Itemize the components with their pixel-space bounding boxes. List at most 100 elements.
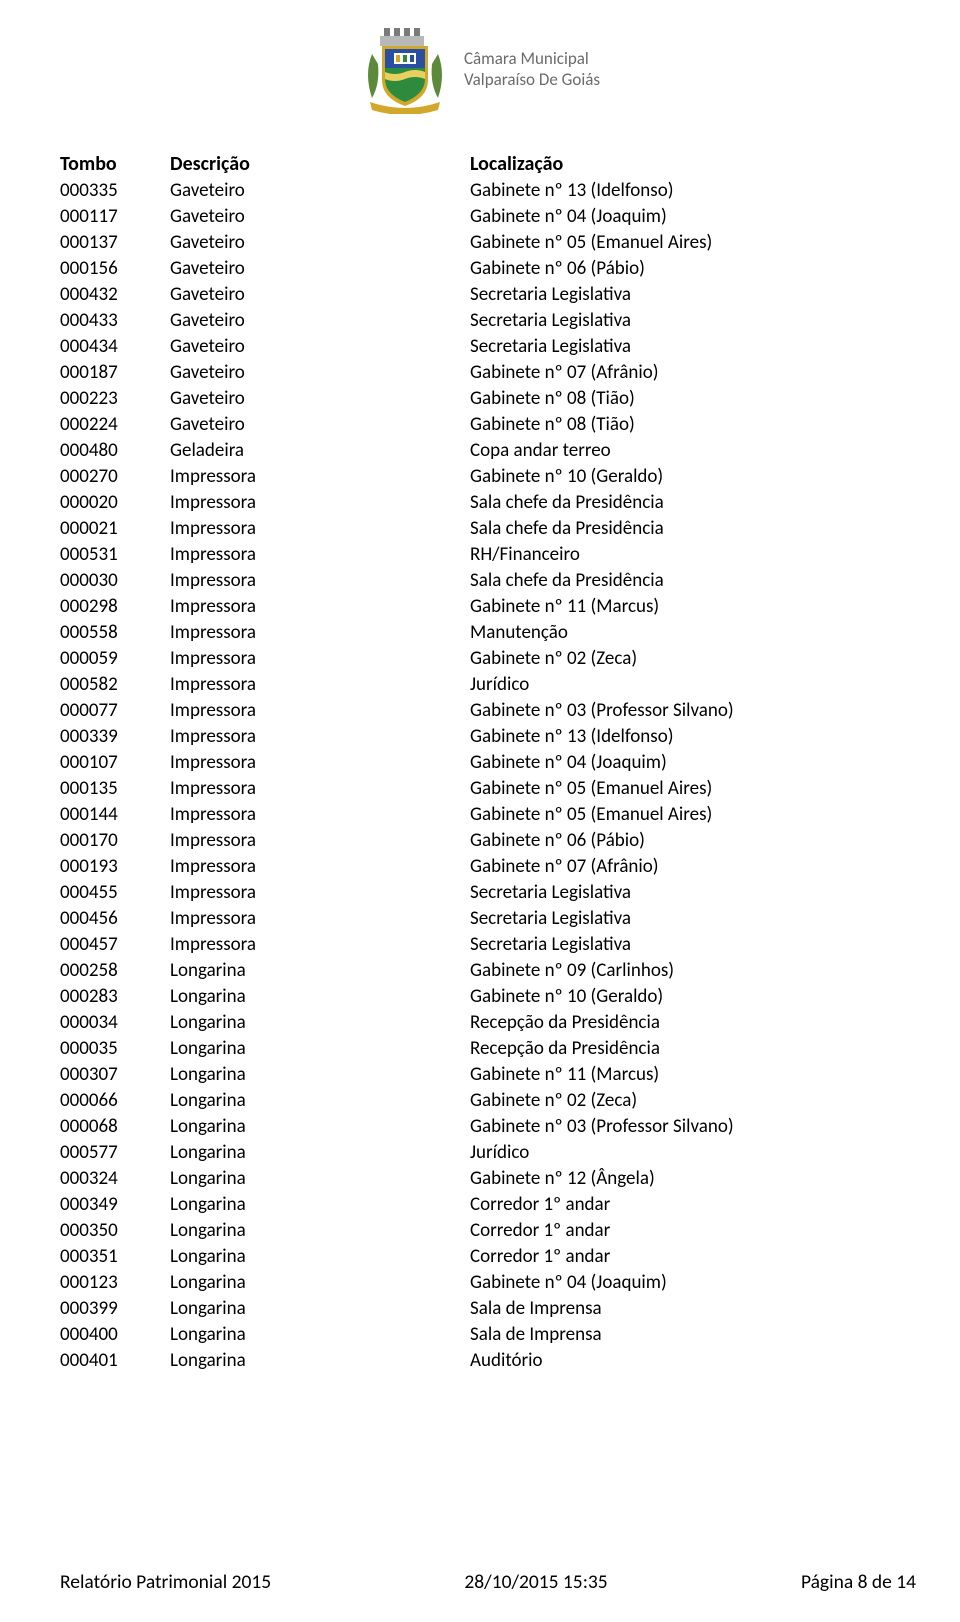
cell-localizacao: Gabinete nº 11 (Marcus) bbox=[470, 1062, 900, 1088]
cell-localizacao: Gabinete nº 06 (Pábio) bbox=[470, 256, 900, 282]
cell-descricao: Longarina bbox=[170, 1244, 470, 1270]
cell-tombo: 000068 bbox=[60, 1114, 170, 1140]
table-row: 000270ImpressoraGabinete nº 10 (Geraldo) bbox=[60, 464, 900, 490]
cell-localizacao: Gabinete nº 02 (Zeca) bbox=[470, 1088, 900, 1114]
cell-localizacao: Gabinete nº 04 (Joaquim) bbox=[470, 204, 900, 230]
cell-localizacao: Gabinete nº 11 (Marcus) bbox=[470, 594, 900, 620]
footer-timestamp: 28/10/2015 15:35 bbox=[464, 1570, 607, 1594]
cell-tombo: 000258 bbox=[60, 958, 170, 984]
cell-tombo: 000307 bbox=[60, 1062, 170, 1088]
cell-descricao: Impressora bbox=[170, 594, 470, 620]
table-row: 000066LongarinaGabinete nº 02 (Zeca) bbox=[60, 1088, 900, 1114]
table-row: 000258LongarinaGabinete nº 09 (Carlinhos… bbox=[60, 958, 900, 984]
cell-descricao: Impressora bbox=[170, 776, 470, 802]
table-row: 000135ImpressoraGabinete nº 05 (Emanuel … bbox=[60, 776, 900, 802]
table-row: 000577LongarinaJurídico bbox=[60, 1140, 900, 1166]
footer-report-title: Relatório Patrimonial 2015 bbox=[60, 1570, 271, 1594]
cell-localizacao: Gabinete nº 10 (Geraldo) bbox=[470, 984, 900, 1010]
table-row: 000335GaveteiroGabinete nº 13 (Idelfonso… bbox=[60, 178, 900, 204]
cell-descricao: Impressora bbox=[170, 828, 470, 854]
cell-localizacao: Gabinete nº 12 (Ângela) bbox=[470, 1166, 900, 1192]
cell-tombo: 000400 bbox=[60, 1322, 170, 1348]
crest-icon bbox=[360, 24, 450, 114]
table-header-row: Tombo Descrição Localização bbox=[60, 152, 900, 176]
cell-descricao: Impressora bbox=[170, 464, 470, 490]
cell-descricao: Longarina bbox=[170, 1166, 470, 1192]
table-row: 000223GaveteiroGabinete nº 08 (Tião) bbox=[60, 386, 900, 412]
cell-localizacao: Sala de Imprensa bbox=[470, 1296, 900, 1322]
table-row: 000059ImpressoraGabinete nº 02 (Zeca) bbox=[60, 646, 900, 672]
cell-localizacao: Auditório bbox=[470, 1348, 900, 1374]
cell-localizacao: Gabinete nº 03 (Professor Silvano) bbox=[470, 1114, 900, 1140]
cell-descricao: Longarina bbox=[170, 1062, 470, 1088]
cell-tombo: 000156 bbox=[60, 256, 170, 282]
table-row: 000298ImpressoraGabinete nº 11 (Marcus) bbox=[60, 594, 900, 620]
table-row: 000339ImpressoraGabinete nº 13 (Idelfons… bbox=[60, 724, 900, 750]
cell-descricao: Gaveteiro bbox=[170, 282, 470, 308]
cell-descricao: Impressora bbox=[170, 698, 470, 724]
cell-tombo: 000350 bbox=[60, 1218, 170, 1244]
cell-descricao: Gaveteiro bbox=[170, 230, 470, 256]
cell-localizacao: Gabinete nº 09 (Carlinhos) bbox=[470, 958, 900, 984]
cell-tombo: 000339 bbox=[60, 724, 170, 750]
cell-localizacao: Jurídico bbox=[470, 672, 900, 698]
cell-localizacao: Sala chefe da Presidência bbox=[470, 568, 900, 594]
table-row: 000456ImpressoraSecretaria Legislativa bbox=[60, 906, 900, 932]
cell-tombo: 000144 bbox=[60, 802, 170, 828]
cell-descricao: Longarina bbox=[170, 1140, 470, 1166]
table-row: 000030ImpressoraSala chefe da Presidênci… bbox=[60, 568, 900, 594]
cell-tombo: 000020 bbox=[60, 490, 170, 516]
cell-localizacao: Manutenção bbox=[470, 620, 900, 646]
cell-descricao: Gaveteiro bbox=[170, 360, 470, 386]
cell-descricao: Gaveteiro bbox=[170, 256, 470, 282]
table-row: 000455ImpressoraSecretaria Legislativa bbox=[60, 880, 900, 906]
asset-table: Tombo Descrição Localização 000335Gavete… bbox=[60, 152, 900, 1374]
cell-descricao: Impressora bbox=[170, 724, 470, 750]
page-footer: Relatório Patrimonial 2015 28/10/2015 15… bbox=[60, 1570, 916, 1594]
cell-localizacao: Gabinete nº 05 (Emanuel Aires) bbox=[470, 776, 900, 802]
cell-tombo: 000298 bbox=[60, 594, 170, 620]
table-row: 000480GeladeiraCopa andar terreo bbox=[60, 438, 900, 464]
cell-localizacao: Jurídico bbox=[470, 1140, 900, 1166]
cell-descricao: Impressora bbox=[170, 802, 470, 828]
cell-descricao: Impressora bbox=[170, 672, 470, 698]
document-header: Câmara Municipal Valparaíso De Goiás bbox=[60, 24, 900, 114]
cell-tombo: 000455 bbox=[60, 880, 170, 906]
cell-descricao: Longarina bbox=[170, 1036, 470, 1062]
cell-descricao: Gaveteiro bbox=[170, 386, 470, 412]
cell-descricao: Impressora bbox=[170, 490, 470, 516]
cell-tombo: 000434 bbox=[60, 334, 170, 360]
cell-tombo: 000577 bbox=[60, 1140, 170, 1166]
table-body: 000335GaveteiroGabinete nº 13 (Idelfonso… bbox=[60, 178, 900, 1374]
table-row: 000307LongarinaGabinete nº 11 (Marcus) bbox=[60, 1062, 900, 1088]
org-name-line2: Valparaíso De Goiás bbox=[464, 69, 600, 90]
cell-tombo: 000582 bbox=[60, 672, 170, 698]
cell-tombo: 000224 bbox=[60, 412, 170, 438]
table-row: 000558ImpressoraManutenção bbox=[60, 620, 900, 646]
table-row: 000582ImpressoraJurídico bbox=[60, 672, 900, 698]
cell-descricao: Gaveteiro bbox=[170, 308, 470, 334]
cell-tombo: 000480 bbox=[60, 438, 170, 464]
table-row: 000457ImpressoraSecretaria Legislativa bbox=[60, 932, 900, 958]
cell-descricao: Longarina bbox=[170, 1322, 470, 1348]
table-row: 000434GaveteiroSecretaria Legislativa bbox=[60, 334, 900, 360]
table-row: 000144ImpressoraGabinete nº 05 (Emanuel … bbox=[60, 802, 900, 828]
table-row: 000020ImpressoraSala chefe da Presidênci… bbox=[60, 490, 900, 516]
cell-localizacao: Gabinete nº 03 (Professor Silvano) bbox=[470, 698, 900, 724]
cell-localizacao: Gabinete nº 05 (Emanuel Aires) bbox=[470, 230, 900, 256]
cell-localizacao: Secretaria Legislativa bbox=[470, 906, 900, 932]
cell-descricao: Longarina bbox=[170, 1296, 470, 1322]
cell-descricao: Impressora bbox=[170, 646, 470, 672]
table-row: 000324LongarinaGabinete nº 12 (Ângela) bbox=[60, 1166, 900, 1192]
header-localizacao: Localização bbox=[470, 152, 900, 176]
cell-tombo: 000324 bbox=[60, 1166, 170, 1192]
cell-descricao: Gaveteiro bbox=[170, 334, 470, 360]
table-row: 000350LongarinaCorredor 1º andar bbox=[60, 1218, 900, 1244]
org-name: Câmara Municipal Valparaíso De Goiás bbox=[464, 48, 600, 91]
cell-localizacao: Secretaria Legislativa bbox=[470, 880, 900, 906]
table-row: 000035LongarinaRecepção da Presidência bbox=[60, 1036, 900, 1062]
cell-localizacao: Secretaria Legislativa bbox=[470, 334, 900, 360]
cell-localizacao: Gabinete nº 10 (Geraldo) bbox=[470, 464, 900, 490]
table-row: 000107ImpressoraGabinete nº 04 (Joaquim) bbox=[60, 750, 900, 776]
cell-localizacao: Recepção da Presidência bbox=[470, 1010, 900, 1036]
